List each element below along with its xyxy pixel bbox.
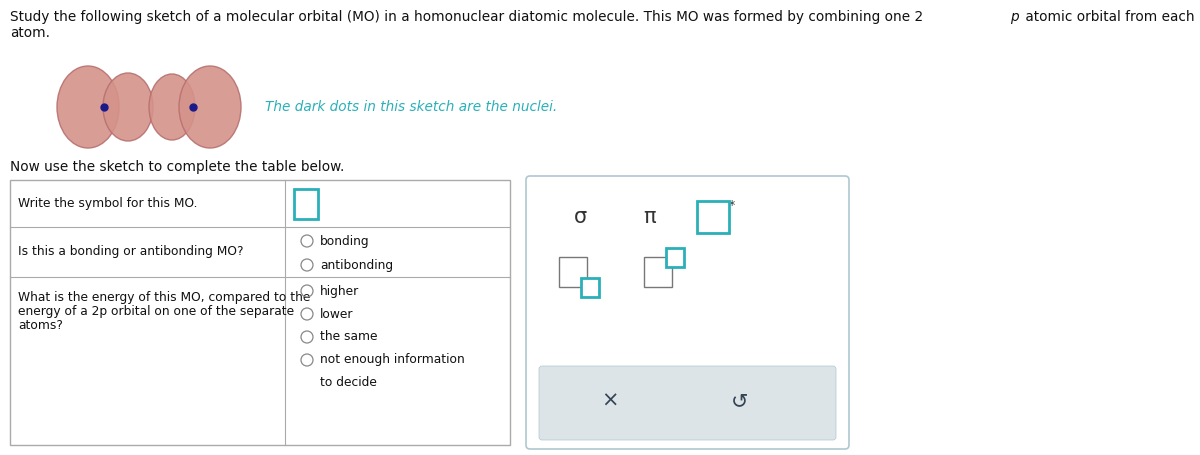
Bar [10, 180, 510, 445]
Text: What is the energy of this MO, compared to the: What is the energy of this MO, compared … [18, 291, 311, 304]
Text: atom.: atom. [10, 26, 50, 40]
FancyBboxPatch shape [559, 257, 587, 287]
Ellipse shape [58, 66, 119, 148]
Text: ×: × [601, 391, 619, 411]
FancyBboxPatch shape [581, 278, 599, 297]
FancyBboxPatch shape [666, 248, 684, 267]
FancyBboxPatch shape [697, 201, 730, 233]
Text: antibonding: antibonding [320, 258, 394, 272]
Text: π: π [643, 207, 656, 227]
Text: Is this a bonding or antibonding MO?: Is this a bonding or antibonding MO? [18, 246, 244, 258]
Text: to decide: to decide [320, 376, 377, 389]
Text: atomic orbital from each: atomic orbital from each [1021, 10, 1195, 24]
Text: higher: higher [320, 284, 359, 298]
Text: σ: σ [574, 207, 587, 227]
FancyBboxPatch shape [294, 188, 318, 218]
Text: ↺: ↺ [731, 391, 749, 411]
Text: The dark dots in this sketch are the nuclei.: The dark dots in this sketch are the nuc… [265, 100, 557, 114]
FancyBboxPatch shape [539, 366, 836, 440]
FancyBboxPatch shape [526, 176, 850, 449]
Ellipse shape [103, 73, 154, 141]
Text: p: p [1010, 10, 1019, 24]
Text: lower: lower [320, 308, 354, 320]
Text: the same: the same [320, 330, 378, 344]
Text: not enough information: not enough information [320, 354, 464, 366]
Text: energy of a 2p orbital on one of the separate: energy of a 2p orbital on one of the sep… [18, 305, 294, 318]
Ellipse shape [149, 74, 194, 140]
FancyBboxPatch shape [644, 257, 672, 287]
Ellipse shape [179, 66, 241, 148]
Text: bonding: bonding [320, 234, 370, 248]
Text: Write the symbol for this MO.: Write the symbol for this MO. [18, 197, 198, 210]
Text: *: * [730, 198, 736, 212]
Text: atoms?: atoms? [18, 319, 62, 332]
Text: Study the following sketch of a molecular orbital (MO) in a homonuclear diatomic: Study the following sketch of a molecula… [10, 10, 923, 24]
Text: Now use the sketch to complete the table below.: Now use the sketch to complete the table… [10, 160, 344, 174]
